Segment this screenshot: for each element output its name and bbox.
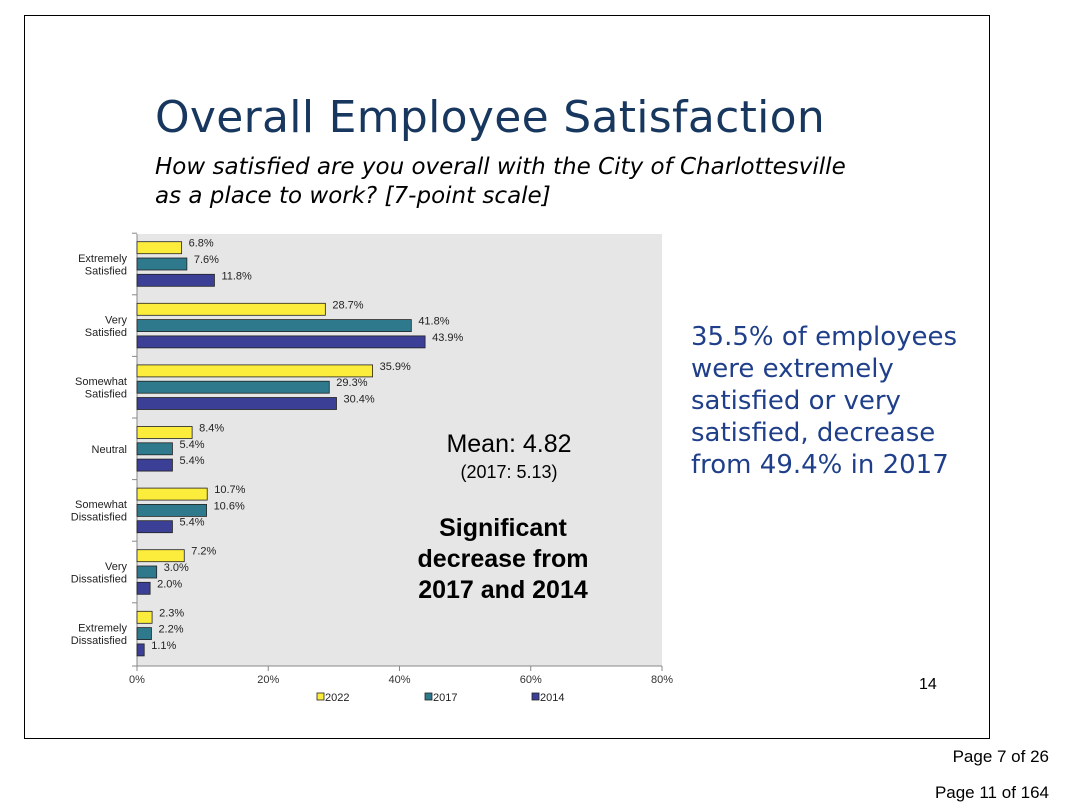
legend-label-2017: 2017 <box>433 692 457 704</box>
legend-swatch-2022 <box>316 692 325 701</box>
callout-line-5: from 49.4% in 2017 <box>691 450 949 480</box>
category-label: Dissatisfied <box>71 573 127 585</box>
bar-2022 <box>136 302 326 316</box>
slide-page-number: 14 <box>919 676 937 693</box>
bar-2017 <box>136 503 207 517</box>
bar-2014 <box>136 581 151 595</box>
slide: Overall Employee Satisfaction How satisf… <box>24 15 990 739</box>
x-tick-label: 60% <box>520 674 542 686</box>
x-tick-label: 20% <box>257 674 279 686</box>
slide-title: Overall Employee Satisfaction <box>155 92 826 143</box>
mean-prior-annotation: (2017: 5.13) <box>460 462 557 482</box>
category-label: Extremely <box>78 253 127 265</box>
significance-annotation: 2017 and 2014 <box>418 576 588 604</box>
bar-2017 <box>136 319 412 333</box>
bar-value-label: 10.7% <box>214 484 245 496</box>
significance-annotation: decrease from <box>418 545 589 573</box>
callout-line-3: satisfied or very <box>691 386 901 416</box>
bar-value-label: 30.4% <box>344 394 375 406</box>
bar-2022 <box>136 426 193 439</box>
bar-2022 <box>136 487 208 501</box>
bar-2014 <box>136 643 145 657</box>
bar-value-label: 2.0% <box>157 578 182 590</box>
bar-2014 <box>136 273 215 287</box>
legend-swatch-2014 <box>531 692 540 701</box>
bar-2017 <box>136 380 330 394</box>
callout-line-4: satisfied, decrease <box>691 418 936 448</box>
survey-question-line-2: as a place to work? [7-point scale] <box>155 183 551 209</box>
survey-question: How satisfied are you overall with the C… <box>155 153 915 211</box>
callout-line-1: 35.5% of employees <box>691 322 958 352</box>
category-label: Very <box>105 561 128 573</box>
category-label: Extremely <box>78 622 127 634</box>
bar-2017 <box>136 257 188 271</box>
bar-value-label: 3.0% <box>164 562 189 574</box>
category-label: Very <box>105 314 128 326</box>
bar-value-label: 7.6% <box>194 254 219 266</box>
bar-2022 <box>136 364 373 378</box>
x-tick-label: 0% <box>129 674 145 686</box>
bar-2014 <box>136 458 173 472</box>
category-label: Dissatisfied <box>71 512 127 524</box>
bar-2014 <box>136 397 337 410</box>
bar-value-label: 7.2% <box>191 546 216 558</box>
bar-value-label: 41.8% <box>418 316 449 328</box>
satisfaction-bar-chart: 0% 20% 40% 60% 80%ExtremelySatisfied6.8%7.6%… <box>71 232 673 704</box>
mean-annotation: Mean: 4.82 <box>446 430 571 458</box>
bar-2014 <box>136 335 426 349</box>
legend-swatch-2017 <box>424 692 433 701</box>
category-label: Somewhat <box>75 499 127 511</box>
bar-value-label: 43.9% <box>432 332 463 344</box>
category-label: Dissatisfied <box>71 635 127 647</box>
summary-callout: 35.5% of employees were extremely satisf… <box>691 321 991 481</box>
legend-label-2014: 2014 <box>540 692 564 704</box>
x-tick-label: 80% <box>651 674 673 686</box>
callout-line-2: were extremely <box>691 354 894 384</box>
category-label: Satisfied <box>85 388 127 400</box>
bar-2022 <box>136 241 183 255</box>
bar-value-label: 29.3% <box>336 377 367 389</box>
bar-value-label: 5.4% <box>179 517 204 529</box>
footer-page-of-document: Page 7 of 26 <box>952 747 1049 766</box>
bar-2017 <box>136 627 152 640</box>
bar-value-label: 2.3% <box>159 607 184 619</box>
survey-question-line-1: How satisfied are you overall with the C… <box>155 154 846 180</box>
bar-2022 <box>136 549 185 563</box>
bar-value-label: 10.6% <box>214 500 245 512</box>
footer-page-of-packet: Page 11 of 164 <box>934 783 1049 802</box>
bar-value-label: 11.8% <box>221 270 252 282</box>
legend-label-2022: 2022 <box>325 692 349 704</box>
category-label: Satisfied <box>85 265 127 277</box>
bar-2017 <box>136 565 158 579</box>
category-label: Satisfied <box>85 327 127 339</box>
x-tick-label: 40% <box>388 674 410 686</box>
bar-value-label: 6.8% <box>189 238 214 250</box>
bar-value-label: 1.1% <box>151 640 176 652</box>
bar-2017 <box>136 442 173 456</box>
category-label: Neutral <box>92 444 127 456</box>
bar-value-label: 8.4% <box>199 423 224 435</box>
bar-2022 <box>136 610 153 624</box>
bar-value-label: 5.4% <box>179 439 204 451</box>
category-label: Somewhat <box>75 376 127 388</box>
bar-value-label: 35.9% <box>380 361 411 373</box>
bar-value-label: 2.2% <box>158 624 183 636</box>
significance-annotation: Significant <box>439 514 567 542</box>
bar-value-label: 28.7% <box>332 299 363 311</box>
bar-2014 <box>136 520 173 534</box>
bar-value-label: 5.4% <box>179 455 204 467</box>
